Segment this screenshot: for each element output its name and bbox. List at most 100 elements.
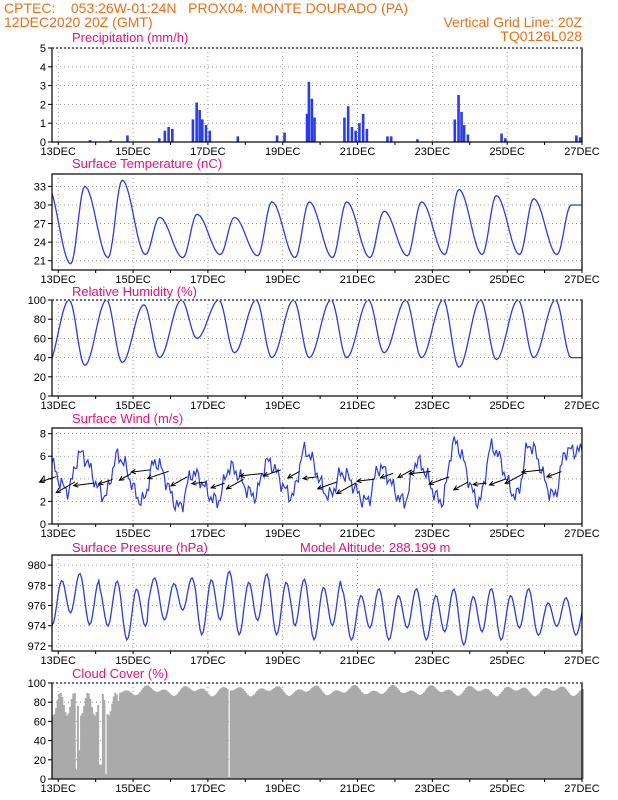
- cloud-bar: [232, 690, 235, 779]
- header-model-code: TQ0126L028: [500, 28, 582, 44]
- cloud-bar: [268, 690, 271, 779]
- cloud-bar: [58, 693, 61, 779]
- precip-bar: [163, 130, 167, 142]
- panel-4: 0 2 4 6 8 13DEC 15DEC 17DEC 19DEC 21DEC 23DEC 25DEC…: [38, 411, 600, 540]
- cloud-bar: [62, 704, 65, 779]
- wind-arrow-head: [504, 479, 511, 485]
- cloud-bar: [447, 689, 450, 779]
- x-tick-label: 19DEC: [265, 655, 301, 667]
- cloud-bar: [231, 690, 234, 779]
- cloud-bar: [352, 685, 355, 779]
- precip-bar: [195, 102, 198, 142]
- wind-arrow-head: [408, 470, 415, 476]
- cloud-bar: [53, 714, 56, 779]
- cloud-bar: [147, 685, 150, 779]
- precip-bar: [126, 135, 129, 142]
- cloud-bar: [341, 692, 344, 779]
- cloud-bar: [145, 685, 148, 779]
- wind-arrow-head: [335, 489, 342, 495]
- cloud-bar: [505, 687, 508, 779]
- precip-bar: [416, 139, 419, 142]
- cloud-bar: [329, 694, 332, 779]
- cloud-bar: [161, 689, 164, 779]
- cloud-bar: [488, 690, 491, 779]
- cloud-bar: [337, 690, 340, 779]
- cloud-bar: [117, 700, 120, 779]
- cloud-bar: [306, 691, 309, 779]
- cloud-bar: [282, 691, 285, 779]
- y-tick-label: 980: [28, 560, 46, 572]
- cloud-bar: [380, 693, 383, 779]
- precip-bar: [575, 135, 578, 142]
- cloud-bar: [201, 688, 204, 779]
- cloud-bar: [532, 695, 535, 779]
- cloud-bar: [259, 688, 262, 779]
- cloud-bar: [443, 691, 446, 779]
- y-tick-label: 1: [40, 118, 46, 130]
- cloud-bar: [271, 689, 274, 779]
- cloud-bar: [557, 688, 560, 779]
- cloud-bar: [365, 694, 368, 779]
- cloud-bar: [129, 692, 132, 779]
- cloud-bar: [84, 698, 87, 779]
- cloud-bar: [567, 692, 570, 779]
- cloud-bar: [112, 696, 115, 779]
- cloud-bar: [345, 692, 348, 779]
- cloud-bar: [486, 689, 489, 779]
- cloud-bar: [214, 695, 217, 779]
- precip-bar: [88, 140, 92, 142]
- cloud-bar: [326, 695, 329, 779]
- cloud-bar: [263, 689, 266, 779]
- cloud-bar: [115, 694, 118, 779]
- cloud-bar: [157, 691, 160, 779]
- cloud-bar: [193, 690, 196, 779]
- cloud-bar: [426, 688, 429, 779]
- cloud-bar: [474, 689, 477, 779]
- cloud-bar: [393, 685, 396, 779]
- cloud-bar: [143, 686, 146, 779]
- wind-arrow-head: [427, 480, 435, 485]
- panel-title: Surface Temperature (nC): [72, 156, 222, 171]
- cloud-bar: [200, 688, 203, 779]
- y-tick-label: 27: [34, 219, 46, 231]
- plot-frame: [51, 173, 583, 271]
- cloud-bar: [377, 692, 380, 779]
- x-tick-label: 27DEC: [564, 274, 600, 286]
- wind-arrow: [317, 481, 338, 490]
- cloud-bar: [427, 686, 430, 779]
- cloud-bar: [444, 690, 447, 779]
- header-grid-line-note: Vertical Grid Line: 20Z: [443, 14, 582, 30]
- cloud-bar: [94, 715, 97, 779]
- cloud-bar: [218, 689, 221, 779]
- y-tick-label: 0: [40, 391, 46, 403]
- wind-arrow: [473, 482, 487, 486]
- cloud-bar: [331, 692, 333, 779]
- x-tick-label: 25DEC: [489, 274, 525, 286]
- cloud-bar: [454, 694, 457, 779]
- x-tick-label: 25DEC: [489, 528, 525, 540]
- cloud-bar: [251, 695, 254, 779]
- panel-title: Precipitation (mm/h): [72, 30, 188, 45]
- y-tick-label: 976: [28, 601, 46, 613]
- cloud-bar: [452, 692, 455, 779]
- cloud-bar: [165, 690, 168, 779]
- cloud-bar: [80, 715, 83, 779]
- y-tick-label: 20: [34, 372, 46, 384]
- cloud-bar: [581, 689, 584, 779]
- cloud-bar: [119, 692, 121, 779]
- cloud-bar: [217, 691, 220, 779]
- cloud-bar: [106, 714, 109, 779]
- precip-bar: [358, 123, 361, 142]
- cloud-bar: [315, 685, 318, 779]
- x-tick-label: 27DEC: [564, 783, 600, 795]
- precip-bar: [198, 110, 201, 142]
- cloud-bar: [564, 688, 567, 779]
- x-tick-label: 17DEC: [190, 655, 226, 667]
- precip-bar: [346, 106, 350, 142]
- cloud-bar: [369, 691, 372, 779]
- plot-frame: [51, 427, 583, 525]
- y-tick-label: 4: [40, 62, 46, 74]
- cloud-bar: [458, 695, 461, 779]
- cloud-bar: [151, 689, 154, 779]
